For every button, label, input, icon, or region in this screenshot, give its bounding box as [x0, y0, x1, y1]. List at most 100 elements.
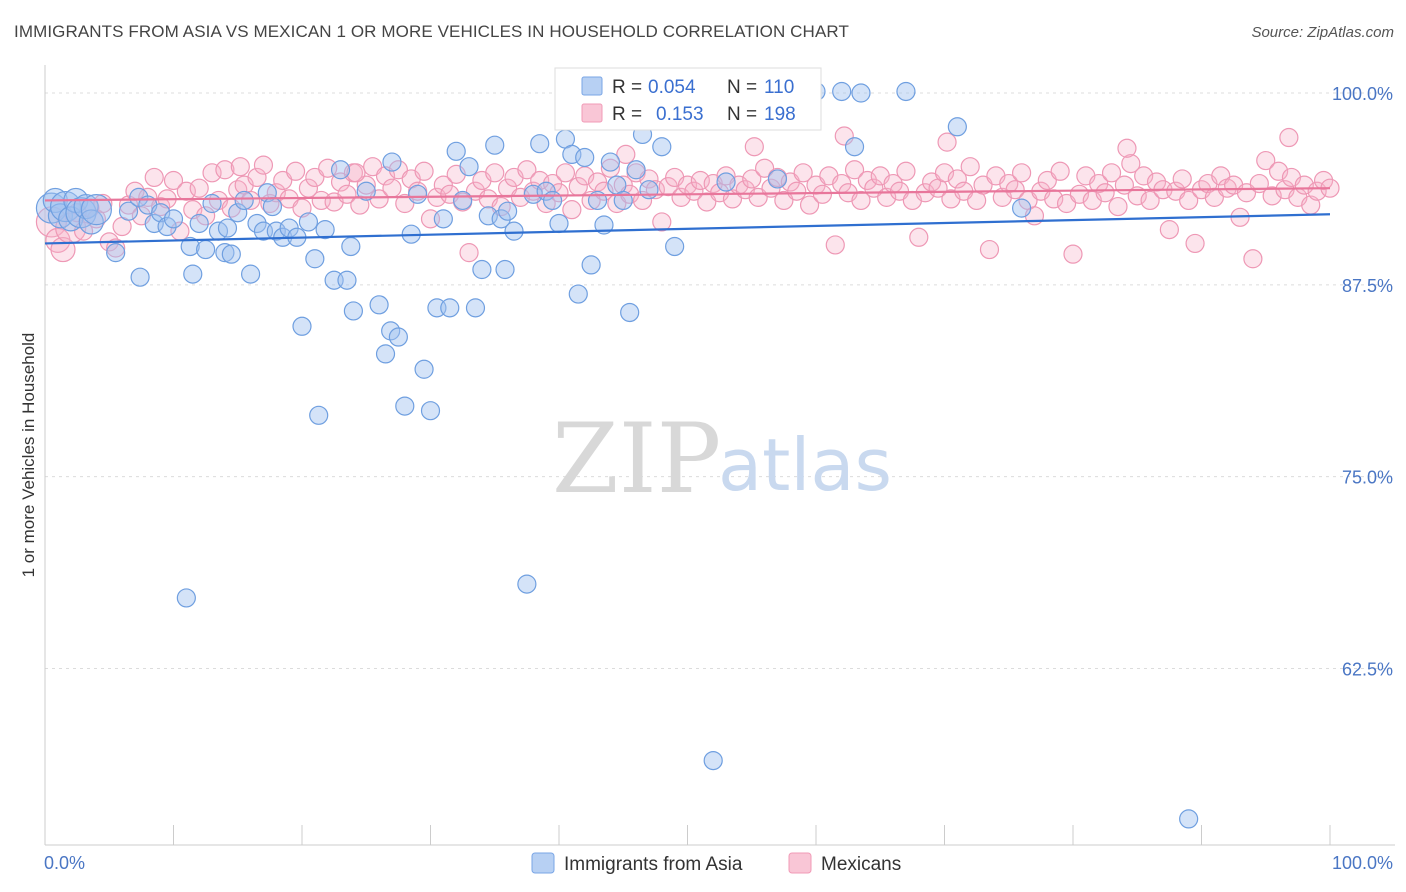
data-point	[388, 327, 408, 347]
data-point	[825, 235, 845, 255]
data-point	[472, 259, 492, 280]
data-point	[341, 236, 361, 257]
data-point	[330, 160, 351, 180]
data-point	[285, 161, 306, 181]
series-legend: Immigrants from Asia Mexicans	[531, 852, 901, 875]
data-point	[851, 83, 871, 103]
data-point	[639, 180, 659, 200]
legend-n-value-mexicans: 198	[764, 104, 796, 125]
data-point	[937, 132, 957, 152]
data-point	[163, 170, 184, 191]
data-point	[228, 203, 248, 223]
data-point	[626, 160, 646, 180]
data-point	[947, 117, 967, 137]
trend-lines	[44, 187, 1331, 245]
data-point	[157, 216, 177, 237]
data-point	[555, 163, 576, 183]
data-point	[163, 209, 184, 229]
data-point	[382, 178, 402, 198]
legend-swatch-asia	[581, 76, 603, 96]
data-point	[305, 249, 325, 269]
data-point	[395, 396, 415, 416]
data-point	[459, 243, 479, 263]
series-legend-label-asia: Immigrants from Asia	[564, 854, 743, 875]
watermark-atlas: atlas	[718, 423, 892, 507]
data-point	[382, 152, 402, 172]
data-point	[1279, 127, 1299, 148]
data-point	[594, 215, 614, 235]
watermark-zip: ZIP	[552, 403, 721, 515]
series-legend-swatch-asia	[531, 852, 555, 874]
data-point	[217, 218, 238, 238]
data-point	[247, 213, 267, 234]
data-point	[857, 170, 878, 191]
data-point	[1095, 183, 1115, 203]
data-point	[851, 190, 871, 211]
data-point	[356, 175, 376, 195]
chart-title: IMMIGRANTS FROM ASIA VS MEXICAN 1 OR MOR…	[14, 22, 849, 41]
data-point	[799, 195, 820, 215]
data-point	[542, 190, 563, 211]
data-point	[485, 163, 505, 183]
data-point	[485, 135, 505, 155]
data-point	[1172, 169, 1192, 189]
data-point	[960, 157, 980, 177]
data-point	[562, 200, 582, 220]
data-point	[241, 264, 261, 284]
trend-line	[44, 187, 1331, 202]
data-point	[369, 295, 389, 315]
data-point	[230, 157, 250, 177]
data-point	[1050, 161, 1070, 181]
x-tick-label-min: 0.0%	[44, 853, 85, 873]
data-point	[684, 181, 704, 201]
data-point	[495, 259, 515, 280]
legend-r-value-asia: 0.054	[648, 77, 696, 98]
legend-r-value-mexicans: 0.153	[656, 104, 704, 125]
data-point	[947, 169, 967, 189]
data-point	[241, 190, 261, 211]
data-point	[844, 137, 865, 157]
data-point	[652, 137, 672, 157]
y-tick-labels: 100.0% 87.5% 75.0% 62.5%	[1332, 84, 1393, 679]
legend-n-label-asia: N =	[727, 77, 757, 98]
data-point	[581, 255, 601, 275]
series-legend-label-mexicans: Mexicans	[821, 854, 901, 875]
source-credit: Source: ZipAtlas.com	[1251, 24, 1394, 41]
data-point	[106, 238, 126, 258]
data-point	[183, 264, 203, 284]
data-point	[433, 209, 453, 229]
data-point	[253, 155, 274, 175]
data-point	[1146, 172, 1167, 192]
data-point	[491, 209, 511, 229]
data-point	[414, 359, 434, 379]
data-point	[189, 213, 209, 234]
data-point	[703, 750, 723, 771]
data-point	[979, 239, 1000, 260]
data-point	[549, 213, 569, 234]
data-point	[202, 193, 222, 214]
data-point	[652, 212, 672, 232]
data-point	[309, 405, 329, 425]
data-point	[292, 316, 312, 336]
data-point	[337, 184, 357, 204]
data-point	[517, 160, 537, 180]
data-point	[459, 157, 479, 177]
data-point	[517, 574, 537, 594]
data-point	[78, 209, 104, 235]
legend-swatch-mexicans	[581, 103, 603, 123]
data-point	[453, 190, 473, 211]
data-point	[844, 160, 865, 180]
data-point	[793, 163, 813, 183]
data-point	[1121, 154, 1141, 174]
data-point	[1256, 150, 1276, 171]
data-point	[262, 196, 283, 217]
x-tick-label-max: 100.0%	[1332, 853, 1393, 873]
y-axis-label: 1 or more Vehicles in Household	[19, 333, 38, 578]
data-point	[106, 243, 126, 263]
series-asia-points	[35, 78, 1199, 829]
data-point	[716, 172, 736, 192]
data-point	[1011, 163, 1032, 183]
data-point	[420, 401, 441, 421]
data-point	[1243, 249, 1263, 269]
data-point	[812, 184, 833, 204]
